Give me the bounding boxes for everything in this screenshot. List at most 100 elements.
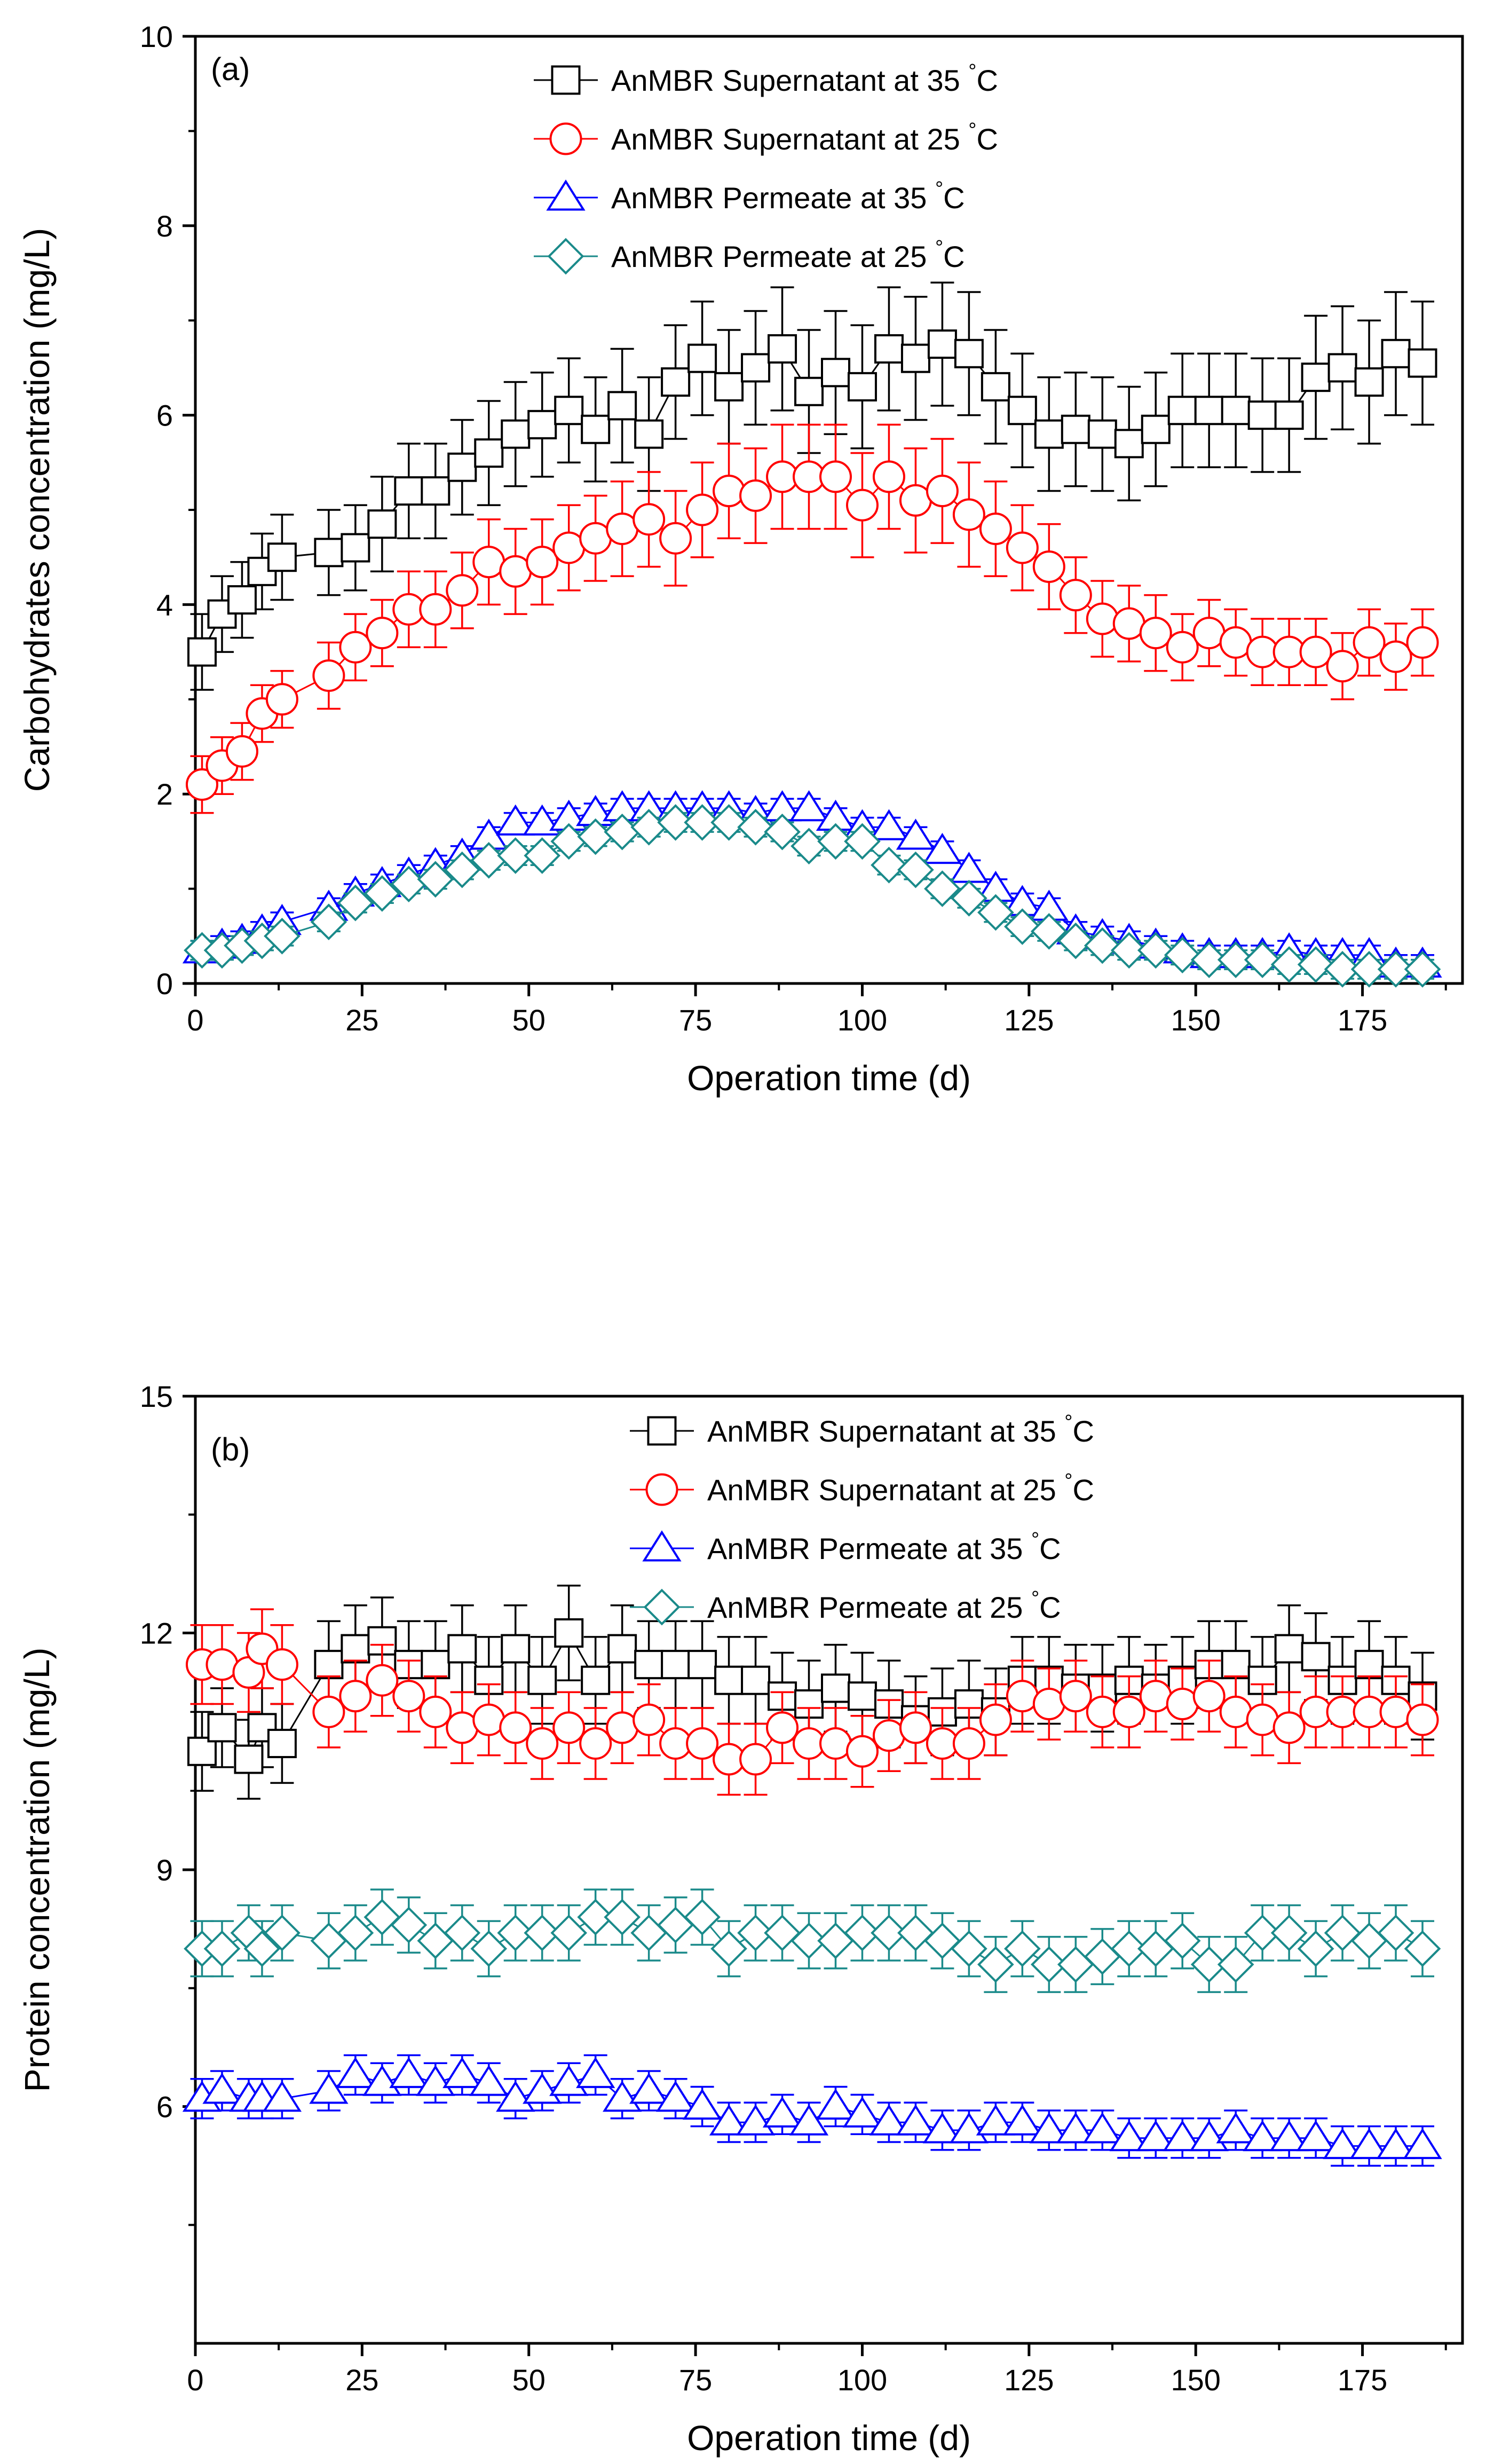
panel-a-series-square-point [768,334,797,364]
panel-a-series-circle-point [872,460,905,493]
panel-b-series-square-point [607,1634,637,1664]
panel-b-y-tick-label: 6 [156,2090,173,2124]
legend-label: AnMBR Permeate at 25 °C [611,237,965,273]
legend-marker [546,179,586,211]
panel-a-series-diamond-point [684,804,721,841]
panel-b-series-square-point [1274,1634,1304,1664]
panel-a-series-square-point [1034,419,1064,449]
panel-b-x-tick-label: 125 [1004,2363,1054,2397]
panel-a-series-square-point [1007,396,1037,426]
panel-a-series-square-point [1221,396,1251,426]
panel-a-x-tick-label: 25 [345,1003,378,1037]
panel-a-series-diamond-point [1164,936,1201,974]
panel-b-chart: 0 25 50 75 100 125 150 175 6 9 12 15 Operation time … [17,1380,1464,2458]
panel-b-series-diamond-point [791,1922,827,1959]
panel-a-series-circle-point [952,498,985,531]
panel-b-x-tick-label: 50 [512,2363,546,2397]
panel-a-series-diamond-point [1030,913,1068,950]
panel-b-series-triangle-point [709,2104,749,2136]
panel-a-series-square-point [421,476,450,506]
panel-b-series-triangle-point [1056,2112,1095,2144]
panel-b-series-triangle-point [309,2073,349,2104]
panel-b-series-diamond-point [444,1914,481,1951]
panel-b-series-triangle-point [576,2057,615,2088]
panel-b-x-tick-label: 0 [187,2363,203,2397]
panel-a-series-square-point [1167,396,1197,426]
panel-b-series-circle-point [1112,1695,1145,1728]
panel-b-series-triangle [182,2054,1442,2167]
panel-a-series-circle-point [1326,650,1359,683]
panel-a-series-circle-point [739,479,772,512]
panel-b-series-triangle-point [976,2104,1015,2136]
panel-a-series-diamond-point [1270,946,1308,983]
panel-a-series-square-point [634,419,664,449]
panel-a-series-diamond-point [1404,951,1441,988]
panel-b-series-square-point [247,1713,277,1743]
panel-a-series-diamond-point [817,823,854,860]
panel-b-legend: AnMBR Supernatant at 35 °C AnMBR Supernat… [630,1411,1094,1626]
panel-a-series-square-point [1354,367,1384,397]
panel-b-y-tick-label: 12 [140,1617,173,1650]
panel-a-series-square-point [927,329,957,359]
panel-b-series-square-point [634,1650,664,1680]
panel-b-series-diamond-point [897,1914,934,1951]
legend-label: AnMBR Permeate at 35 °C [707,1529,1061,1565]
panel-b-series-triangle-point [442,2057,482,2088]
panel-a-series-diamond-point [1190,941,1228,978]
panel-a-series-square-point [341,533,370,563]
panel-a-series-circle [185,423,1439,814]
panel-b-series-diamond [184,1888,1441,1993]
panel-a-series-diamond-point [710,804,747,841]
panel-b-series-diamond-point [1084,1938,1121,1975]
panel-b-series-square-point [314,1650,344,1680]
panel-a-series-circle-point [819,460,852,493]
panel-b-x-tick-label: 175 [1338,2363,1387,2397]
panel-a-series-square-point [1061,414,1090,444]
panel-a-x-tick-label: 150 [1171,1003,1220,1037]
panel-a-series-triangle-point [523,804,562,836]
legend-label: AnMBR Permeate at 35 °C [611,178,965,215]
panel-a-x-axis-title: Operation time (d) [687,1058,971,1098]
panel-b-series-circle-point [686,1727,719,1760]
panel-a-series-circle-point [1379,640,1412,673]
panel-a-series-triangle-point [869,809,909,840]
panel-b-series-circle-point [1272,1711,1306,1744]
panel-a-series-square-point [554,396,584,426]
panel-b-series-circle-point [339,1680,372,1713]
panel-a-series-diamond-point [1057,922,1094,959]
panel-b-series-triangle-point [389,2057,429,2088]
panel-b-series-triangle-point [1403,2128,1442,2159]
panel-b-series-diamond-point [844,1914,881,1951]
panel-b-series-triangle-point [1376,2128,1416,2159]
panel-b-series-triangle-point [629,2073,669,2104]
panel-a-series-square-point [267,542,297,572]
panel-b-series-circle-point [1192,1680,1226,1713]
panel-b-series-circle-point [739,1743,772,1776]
panel-a-series-circle-point [1086,602,1119,635]
panel-a-legend-item: AnMBR Supernatant at 35 °C [534,60,998,97]
panel-b-series-circle-point [845,1735,879,1768]
panel-b-series-circle-point [552,1711,586,1744]
panel-a-series-square-point [394,476,424,506]
panel-a-series-circle-point [633,503,666,536]
panel-a-series-circle-point [686,493,719,526]
legend-marker [642,1530,682,1562]
panel-a-series-circle-point [419,593,452,626]
panel-b-series-diamond-point [1030,1946,1068,1983]
panel-a-y-tick-label: 8 [156,209,173,243]
panel-b-series-circle-point [952,1727,985,1760]
panel-a-series-square-point [367,509,397,539]
panel-b-series-diamond-point [1350,1922,1388,1959]
panel-b-series-diamond-point [1190,1946,1228,1983]
panel-a-series-diamond-point [1244,941,1281,978]
panel-a-series-circle-point [366,617,399,650]
panel-a-series-circle-point [446,574,479,607]
panel-a-x-tick-label: 100 [837,1003,887,1037]
panel-a-series-square-point [1114,429,1144,459]
panel-b-x-tick-label: 100 [837,2363,887,2397]
panel-b-series-triangle-point [1349,2128,1389,2159]
panel-a-chart: 0 25 50 75 100 125 150 175 0 2 4 6 8 10 Operation time… [17,20,1464,1098]
panel-a-series-diamond-point [844,823,881,860]
panel-b-series-square-point [207,1713,237,1743]
panel-a-series-square-point [447,452,477,482]
